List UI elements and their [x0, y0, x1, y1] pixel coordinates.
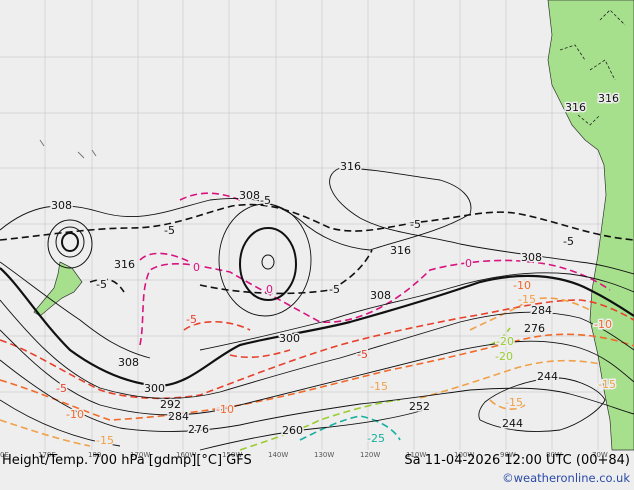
temp-label: -15: [370, 380, 388, 393]
height-label: 292: [160, 398, 181, 411]
temp-label: -5: [96, 278, 107, 291]
height-label: 284: [168, 410, 189, 423]
height-labels: 308 316 308 316 308 316 316 308 284 276 …: [50, 91, 621, 439]
height-label: 284: [531, 304, 552, 317]
lon-label: 180: [88, 451, 101, 459]
temp-label: -5: [164, 224, 175, 237]
south-america-land: [547, 0, 634, 451]
temp-label: -20: [496, 335, 514, 348]
credit-link[interactable]: ©weatheronline.co.uk: [502, 471, 630, 485]
lon-label: 130W: [314, 451, 334, 459]
temp-label: -25: [367, 432, 385, 445]
graticule: [0, 0, 634, 450]
valid-time: Sa 11-04-2026 12:00 UTC (00+84): [404, 453, 630, 468]
temp-label: 0: [266, 283, 273, 296]
isotherms: [0, 192, 634, 451]
lon-label: 0E: [0, 451, 9, 459]
height-label: 316: [565, 101, 586, 114]
temp-label: -5: [56, 382, 67, 395]
height-label: 316: [114, 258, 135, 271]
lon-label: 80W: [546, 451, 562, 459]
map-title: Height/Temp. 700 hPa [gdmp][°C] GFS: [2, 453, 252, 468]
temp-label: -10: [594, 318, 612, 331]
temp-label: -10: [513, 279, 531, 292]
temp-label: -15: [505, 396, 523, 409]
height-label: 252: [409, 400, 430, 413]
temp-label: 0: [193, 261, 200, 274]
temp-label: -10: [216, 403, 234, 416]
lon-label: 140W: [268, 451, 288, 459]
height-label: 308: [51, 199, 72, 212]
lon-label: 150W: [222, 451, 242, 459]
height-contours: [0, 167, 634, 451]
temp-label: -5: [186, 313, 197, 326]
height-label: 260: [282, 424, 303, 437]
temp-label: 0: [465, 257, 472, 270]
height-label: 276: [524, 322, 545, 335]
temp-label: -5: [260, 194, 271, 207]
height-label: 316: [598, 92, 619, 105]
height-label: 300: [279, 332, 300, 345]
height-label: 244: [537, 370, 558, 383]
temp-label: -5: [563, 235, 574, 248]
height-label: 308: [239, 189, 260, 202]
height-label: 308: [521, 251, 542, 264]
lon-label: 90W: [500, 451, 516, 459]
temp-labels: -5 -5 -5 -5 -5 -5 0 0 0 -5 -10 -15 -10 -…: [55, 193, 618, 449]
lon-label: 170W: [130, 451, 150, 459]
height-label: 308: [118, 356, 139, 369]
lon-label: 70W: [592, 451, 608, 459]
temp-label: -15: [96, 434, 114, 447]
height-label: 316: [340, 160, 361, 173]
height-label: 316: [390, 244, 411, 257]
temp-label: -15: [598, 378, 616, 391]
lon-label: 110W: [406, 451, 426, 459]
temp-label: -5: [357, 348, 368, 361]
lon-label: 170E: [38, 451, 56, 459]
height-label: 308: [370, 289, 391, 302]
longitude-labels: 0E 170E 180 170W 160W 150W 140W 130W 120…: [0, 451, 608, 459]
temp-label: -10: [66, 408, 84, 421]
temp-label: -15: [518, 293, 536, 306]
new-zealand-land: [33, 261, 83, 317]
height-label: 244: [502, 417, 523, 430]
height-label: 300: [144, 382, 165, 395]
lon-label: 160W: [176, 451, 196, 459]
lon-label: 120W: [360, 451, 380, 459]
temp-label: -5: [410, 218, 421, 231]
lon-label: 100W: [454, 451, 474, 459]
temp-label: -20: [495, 350, 513, 363]
temp-label: -5: [329, 283, 340, 296]
height-label: 276: [188, 423, 209, 436]
